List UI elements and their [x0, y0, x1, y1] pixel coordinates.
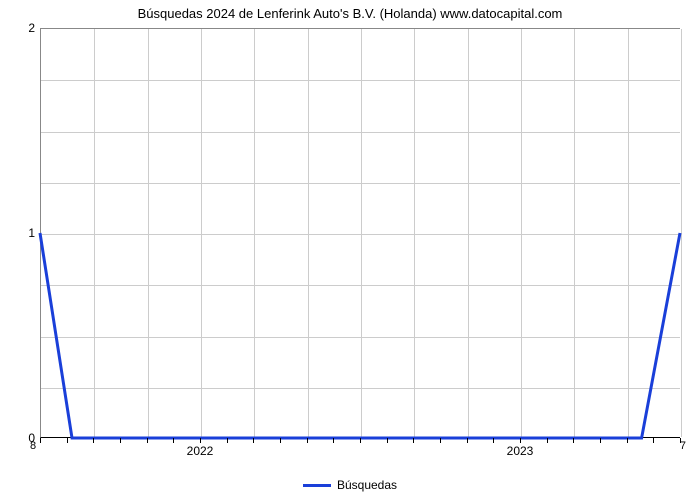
x-tick — [547, 438, 548, 443]
x-tick — [280, 438, 281, 443]
x-tick — [467, 438, 468, 443]
x-tick — [600, 438, 601, 443]
corner-right-number: 7 — [680, 440, 686, 452]
x-tick — [493, 438, 494, 443]
grid-vertical — [681, 29, 682, 437]
x-tick — [67, 438, 68, 443]
y-axis-label: 2 — [5, 21, 35, 35]
x-tick — [173, 438, 174, 443]
x-tick — [653, 438, 654, 443]
x-tick — [253, 438, 254, 443]
legend-label: Búsquedas — [337, 478, 397, 492]
x-tick — [333, 438, 334, 443]
x-axis-label: 2022 — [187, 444, 214, 458]
x-tick — [147, 438, 148, 443]
y-axis-label: 1 — [5, 226, 35, 240]
corner-left-number: 8 — [30, 440, 36, 452]
x-tick — [627, 438, 628, 443]
x-tick — [387, 438, 388, 443]
x-tick — [227, 438, 228, 443]
x-tick — [93, 438, 94, 443]
legend: Búsquedas — [0, 478, 700, 492]
data-line — [40, 28, 680, 438]
x-tick — [307, 438, 308, 443]
x-tick — [413, 438, 414, 443]
x-axis-label: 2023 — [507, 444, 534, 458]
x-tick — [440, 438, 441, 443]
x-tick — [200, 438, 201, 443]
legend-swatch — [303, 484, 331, 487]
x-tick — [40, 438, 41, 443]
x-tick — [520, 438, 521, 443]
x-tick — [573, 438, 574, 443]
chart-title: Búsquedas 2024 de Lenferink Auto's B.V. … — [0, 6, 700, 21]
x-tick — [120, 438, 121, 443]
chart-container: Búsquedas 2024 de Lenferink Auto's B.V. … — [0, 0, 700, 500]
x-tick — [360, 438, 361, 443]
